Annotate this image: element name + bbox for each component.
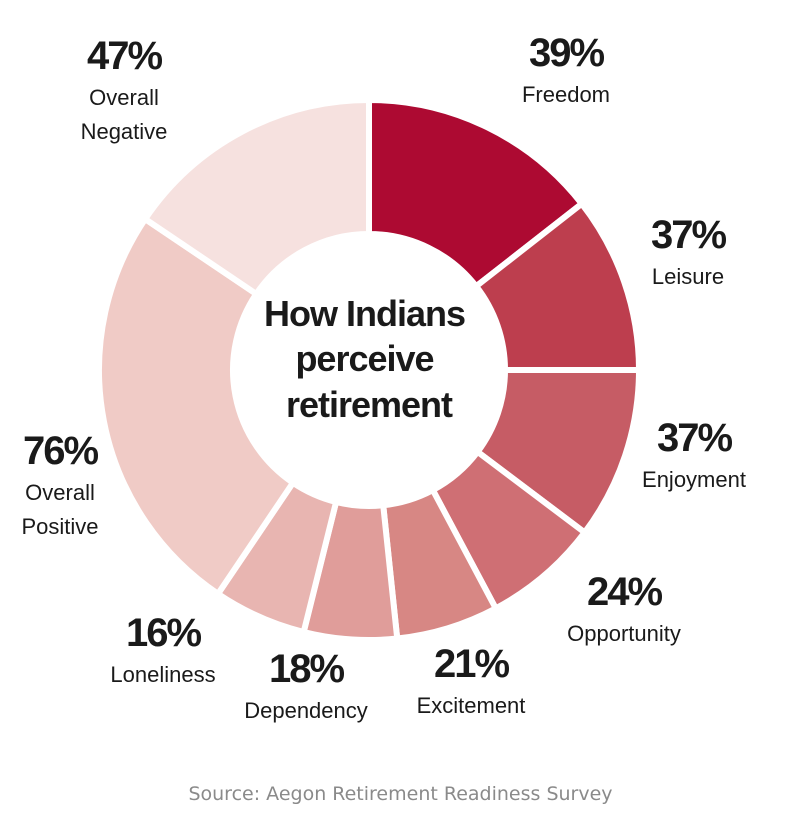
value-label-loneliness: 16% bbox=[126, 611, 201, 655]
value-label-leisure: 37% bbox=[651, 213, 726, 257]
category-label-overall-positive-1: Overall bbox=[25, 480, 95, 505]
value-label-enjoyment: 37% bbox=[657, 416, 732, 460]
value-label-dependency: 18% bbox=[269, 647, 344, 691]
category-label-opportunity: Opportunity bbox=[567, 621, 681, 646]
category-label-overall-negative-2: Negative bbox=[81, 119, 168, 144]
category-label-leisure: Leisure bbox=[652, 264, 724, 289]
value-label-overall-negative: 47% bbox=[87, 34, 162, 78]
labels-group: 39% Freedom 37% Leisure 37% Enjoyment 24% Oppor… bbox=[21, 31, 746, 723]
center-title: How Indians perceive retirement bbox=[264, 293, 474, 425]
value-label-opportunity: 24% bbox=[587, 570, 662, 614]
value-label-freedom: 39% bbox=[529, 31, 604, 75]
category-label-overall-negative-1: Overall bbox=[89, 85, 159, 110]
slice-overall-negative bbox=[140, 96, 372, 299]
center-title-line-3: retirement bbox=[286, 384, 453, 425]
donut-chart: 39% Freedom 37% Leisure 37% Enjoyment 24% Oppor… bbox=[21, 31, 746, 723]
slice-overall-positive bbox=[96, 214, 298, 599]
category-label-overall-positive-2: Positive bbox=[21, 514, 98, 539]
source-note: Source: Aegon Retirement Readiness Surve… bbox=[188, 783, 613, 805]
center-title-line-2: perceive bbox=[295, 338, 433, 379]
value-label-overall-positive: 76% bbox=[23, 429, 98, 473]
slice-freedom bbox=[366, 96, 586, 291]
center-title-line-1: How Indians bbox=[264, 293, 465, 334]
category-label-excitement: Excitement bbox=[417, 693, 526, 718]
category-label-dependency: Dependency bbox=[244, 698, 368, 723]
category-label-freedom: Freedom bbox=[522, 82, 610, 107]
value-label-excitement: 21% bbox=[434, 642, 509, 686]
slices-group bbox=[96, 96, 643, 643]
category-label-enjoyment: Enjoyment bbox=[642, 467, 746, 492]
category-label-loneliness: Loneliness bbox=[110, 662, 215, 687]
